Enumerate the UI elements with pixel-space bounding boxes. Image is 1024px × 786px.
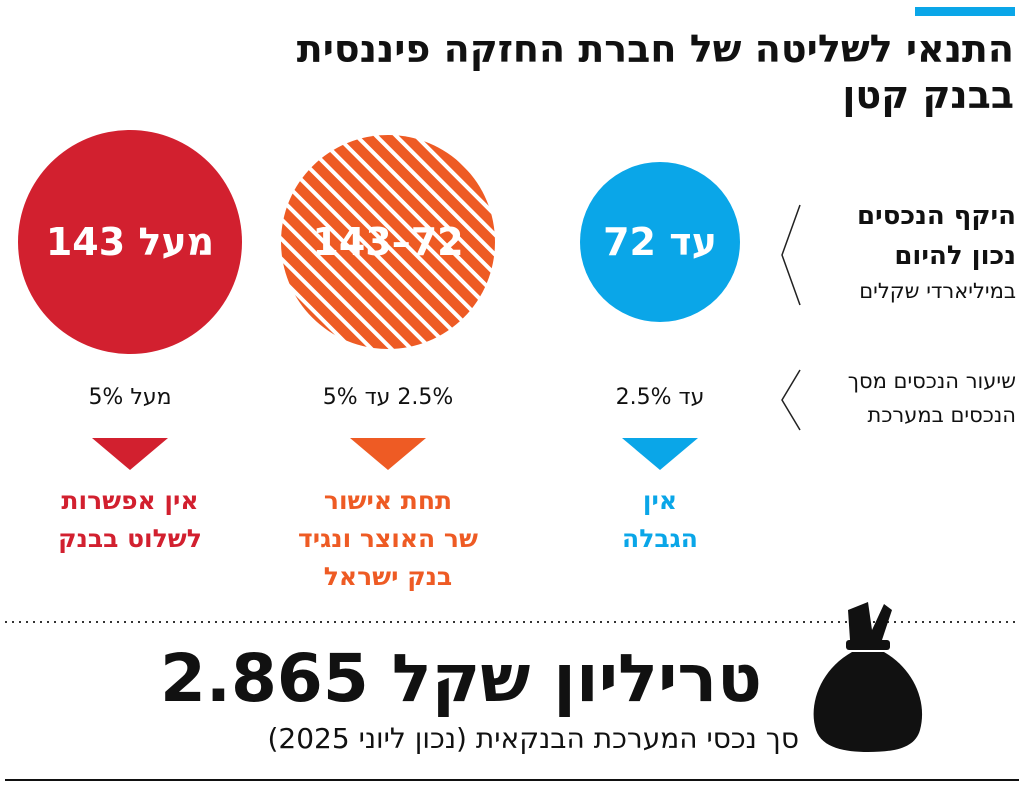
circle — [281, 135, 495, 349]
share: מעל 5% — [88, 385, 172, 410]
outcome-line: שר האוצר ונגיד — [298, 524, 478, 553]
row-label: היקף הנכסים נכון להיום במיליארדי שקלים — [857, 196, 1016, 306]
row-label-line: הנכסים במערכת — [867, 403, 1016, 427]
outcome-line: בנק ישראל — [323, 562, 453, 591]
outcome-line: לשלוט בבנק — [58, 524, 202, 553]
title: התנאי לשליטה של חברת החזקה פיננסית בבנק … — [297, 26, 1014, 118]
outcome-line: תחת אישור — [323, 486, 453, 515]
row-label-line: היקף הנכסים — [856, 201, 1016, 231]
triangle — [350, 438, 426, 470]
row-label: שיעור הנכסים מסך הנכסים במערכת — [848, 364, 1016, 432]
row-note: במיליארדי שקלים — [859, 279, 1016, 303]
circle-label: עד 72 — [603, 220, 717, 264]
outcome-line: הגבלה — [622, 524, 698, 553]
circle — [18, 130, 242, 354]
row-label-line: שיעור הנכסים מסך — [847, 369, 1016, 393]
circle-label: 72–143 — [312, 220, 464, 264]
total: 2.865 טריליון שקל — [160, 640, 762, 717]
circle-label: מעל 143 — [45, 220, 215, 264]
outcome-line: אין — [642, 486, 678, 515]
triangle — [92, 438, 168, 470]
share: 2.5% עד 5% — [322, 385, 454, 410]
triangle — [622, 438, 698, 470]
title-line: בבנק קטן — [842, 73, 1014, 117]
outcome-line: אין אפשרות — [61, 486, 199, 515]
caption: סך נכסי המערכת הבנקאית (נכון ליוני 2025) — [267, 722, 799, 755]
share: עד 2.5% — [615, 385, 705, 410]
row-label-line: נכון להיום — [894, 241, 1016, 271]
accent-bar — [915, 7, 1015, 16]
bracket — [781, 369, 801, 431]
circle — [580, 162, 740, 322]
bracket — [781, 204, 801, 306]
money-bag-icon — [813, 602, 923, 752]
title-line: התנאי לשליטה של חברת החזקה פיננסית — [296, 27, 1014, 71]
